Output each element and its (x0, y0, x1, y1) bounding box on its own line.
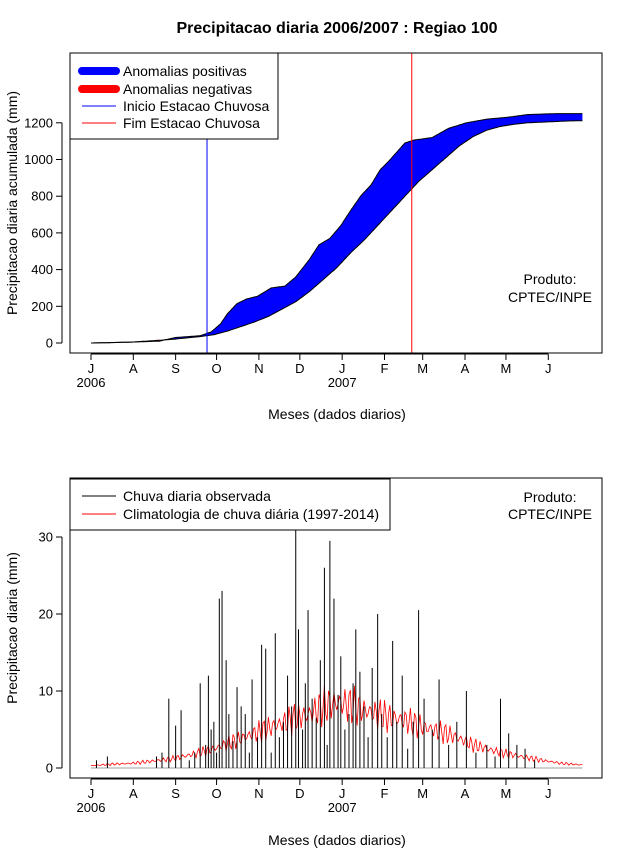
legend-end-label: Fim Estacao Chuvosa (123, 115, 260, 131)
top-year-label: 2006 (77, 375, 106, 390)
observed-cumulative-line (91, 113, 583, 344)
legend-climatology-label: Climatologia de chuva diária (1997-2014) (123, 506, 379, 522)
top-x-tick-label: O (212, 361, 222, 376)
bottom-x-tick-label: M (417, 786, 428, 801)
bottom-y-axis-label: Precipitacao diaria (mm) (4, 552, 20, 704)
top-x-tick-label: D (295, 361, 304, 376)
top-x-tick-label: S (171, 361, 180, 376)
top-x-tick-label: A (461, 361, 470, 376)
top-year-label: 2007 (328, 375, 357, 390)
bottom-x-tick-label: J (88, 786, 95, 801)
top-x-tick-label: J (88, 361, 95, 376)
top-x-tick-label: M (501, 361, 512, 376)
top-y-tick-label: 1000 (24, 152, 53, 167)
top-y-tick-label: 600 (31, 225, 53, 240)
top-x-tick-label: J (545, 361, 552, 376)
daily-plot-area (90, 529, 583, 769)
bottom-x-tick-label: A (129, 786, 138, 801)
top-x-tick-label: N (254, 361, 263, 376)
bottom-x-axis-label: Meses (dados diarios) (268, 832, 406, 848)
bottom-x-tick-label: A (461, 786, 470, 801)
bottom-x-tick-label: D (295, 786, 304, 801)
top-plot-frame (69, 52, 603, 354)
bottom-x-tick-label: M (501, 786, 512, 801)
top-annotation-line-2: CPTEC/INPE (508, 289, 592, 305)
top-y-tick-label: 800 (31, 189, 53, 204)
bottom-y-tick-label: 10 (39, 684, 53, 699)
top-x-axis-label: Meses (dados diarios) (268, 406, 406, 422)
top-y-axis-label: Precipitacao diaria acumulada (mm) (4, 91, 20, 315)
top-x-tick-label: A (129, 361, 138, 376)
bottom-y-axis: 0 10 20 30 (39, 530, 63, 776)
top-y-tick-label: 1200 (24, 115, 53, 130)
bottom-legend: Chuva diaria observada Climatologia de c… (69, 478, 391, 531)
chart-title: Precipitacao diaria 2006/2007 : Regiao 1… (176, 20, 497, 37)
bottom-x-tick-label: J (339, 786, 346, 801)
legend-positive-anomaly-label: Anomalias positivas (123, 63, 247, 79)
legend-negative-anomaly-label: Anomalias negativas (123, 81, 252, 97)
bottom-year-label: 2006 (77, 800, 106, 815)
bottom-x-tick-label: N (254, 786, 263, 801)
bottom-x-tick-label: O (212, 786, 222, 801)
legend-onset-label: Inicio Estacao Chuvosa (123, 98, 270, 114)
legend-observed-label: Chuva diaria observada (123, 488, 271, 504)
top-y-tick-label: 400 (31, 262, 53, 277)
top-x-tick-label: J (339, 361, 346, 376)
bottom-y-tick-label: 20 (39, 607, 53, 622)
top-y-tick-label: 200 (31, 299, 53, 314)
bottom-annotation-line-1: Produto: (524, 489, 577, 505)
bottom-x-tick-label: S (171, 786, 180, 801)
bottom-legend-box (69, 478, 391, 531)
bottom-x-tick-label: J (545, 786, 552, 801)
bottom-year-label: 2007 (328, 800, 357, 815)
bottom-y-tick-label: 0 (46, 761, 53, 776)
bottom-x-tick-label: F (380, 786, 388, 801)
positive-anomaly-area (91, 113, 583, 343)
top-y-axis: 0 200 400 600 800 1000 1200 (24, 115, 63, 351)
bottom-y-tick-label: 30 (39, 530, 53, 545)
bottom-annotation-line-2: CPTEC/INPE (508, 506, 592, 522)
top-y-tick-label: 0 (46, 336, 53, 351)
climatology-cumulative-line (91, 120, 583, 344)
top-legend: Anomalias positivas Anomalias negativas … (69, 52, 279, 140)
bottom-plot-frame (69, 477, 603, 779)
top-x-tick-label: F (380, 361, 388, 376)
top-x-tick-label: M (417, 361, 428, 376)
top-annotation-line-1: Produto: (524, 271, 577, 287)
